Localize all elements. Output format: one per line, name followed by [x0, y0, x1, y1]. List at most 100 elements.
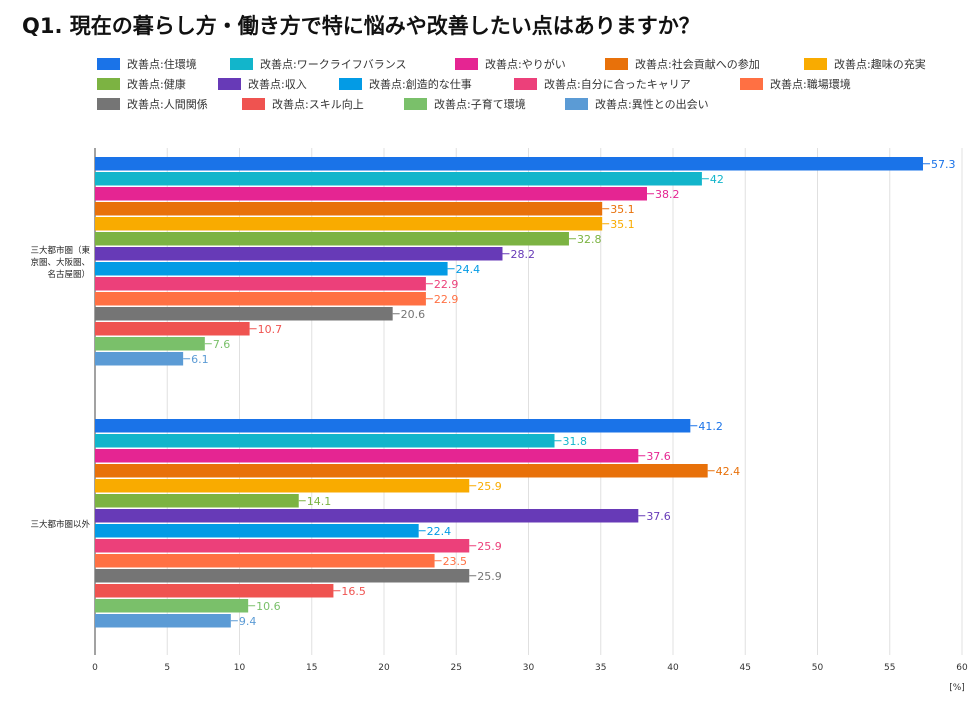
bar [95, 479, 470, 493]
legend-label: 改善点:ワークライフバランス [260, 57, 407, 71]
legend-swatch [565, 98, 588, 110]
legend-label: 改善点:創造的な仕事 [369, 77, 472, 91]
x-unit-label: [%] [949, 683, 965, 693]
data-label: 9.4 [239, 615, 257, 628]
data-label: 38.2 [655, 188, 680, 201]
legend-swatch [339, 78, 362, 90]
bar [95, 247, 503, 261]
data-label: 6.1 [191, 353, 209, 366]
data-label: 10.6 [256, 600, 281, 613]
bar [95, 449, 639, 463]
legend-swatch [804, 58, 827, 70]
bar [95, 217, 603, 231]
x-tick-label: 50 [812, 663, 824, 673]
legend-label: 改善点:職場環境 [770, 77, 851, 91]
legend-label: 改善点:子育て環境 [434, 97, 526, 111]
data-label: 42.4 [716, 465, 741, 478]
bar [95, 584, 334, 598]
data-label: 14.1 [307, 495, 332, 508]
chart-title: Q1. 現在の暮らし方・働き方で特に悩みや改善したい点はありますか？ [22, 14, 700, 38]
bar [95, 172, 702, 186]
bar [95, 569, 470, 583]
data-label: 24.4 [456, 263, 481, 276]
data-label: 25.9 [477, 480, 502, 493]
legend-label: 改善点:収入 [248, 77, 307, 91]
x-tick-label: 10 [234, 663, 246, 673]
data-label: 42 [710, 173, 724, 186]
legend-swatch [455, 58, 478, 70]
x-tick-label: 25 [451, 663, 462, 673]
legend-swatch [242, 98, 265, 110]
x-tick-label: 20 [378, 663, 390, 673]
bar [95, 157, 923, 171]
legend-label: 改善点:やりがい [485, 57, 566, 71]
x-tick-label: 5 [164, 663, 170, 673]
data-label: 20.6 [401, 308, 426, 321]
bar [95, 262, 448, 276]
data-label: 16.5 [341, 585, 366, 598]
data-label: 10.7 [258, 323, 283, 336]
data-label: 57.3 [931, 158, 956, 171]
legend-swatch [230, 58, 253, 70]
data-label: 37.6 [646, 510, 671, 523]
data-label: 41.2 [698, 420, 723, 433]
data-label: 25.9 [477, 570, 502, 583]
bar [95, 554, 435, 568]
bar [95, 539, 470, 553]
data-label: 35.1 [610, 218, 635, 231]
x-tick-label: 60 [956, 663, 968, 673]
bar [95, 464, 708, 478]
data-label: 32.8 [577, 233, 602, 246]
data-label: 23.5 [443, 555, 468, 568]
legend-label: 改善点:社会貢献への参加 [635, 57, 760, 71]
data-label: 22.9 [434, 293, 459, 306]
legend-label: 改善点:スキル向上 [272, 97, 364, 111]
bar [95, 232, 569, 246]
data-label: 35.1 [610, 203, 635, 216]
data-label: 31.8 [563, 435, 588, 448]
bar [95, 292, 426, 306]
bar [95, 434, 555, 448]
bar [95, 614, 231, 628]
bar [95, 277, 426, 291]
data-label: 7.6 [213, 338, 231, 351]
x-tick-label: 30 [523, 663, 535, 673]
legend-swatch [97, 58, 120, 70]
bar [95, 187, 647, 201]
bar [95, 494, 299, 508]
x-tick-label: 55 [884, 663, 895, 673]
x-tick-label: 0 [92, 663, 98, 673]
bar [95, 337, 205, 351]
category-label: 三大都市圏以外 [30, 519, 90, 530]
data-label: 22.4 [427, 525, 452, 538]
category-label: 京圏、大阪圏、 [30, 257, 90, 268]
legend-swatch [514, 78, 537, 90]
data-label: 22.9 [434, 278, 459, 291]
bar [95, 322, 250, 336]
legend-swatch [218, 78, 241, 90]
bar [95, 202, 603, 216]
category-label: 名古屋圏） [47, 269, 90, 280]
legend-label: 改善点:趣味の充実 [834, 57, 926, 71]
legend-swatch [605, 58, 628, 70]
x-tick-label: 45 [740, 663, 751, 673]
x-tick-label: 15 [306, 663, 317, 673]
bar [95, 352, 184, 366]
bar [95, 524, 419, 538]
bar [95, 419, 691, 433]
legend-label: 改善点:異性との出会い [595, 97, 709, 111]
bar [95, 509, 639, 523]
legend-swatch [97, 78, 120, 90]
data-label: 37.6 [646, 450, 671, 463]
legend-label: 改善点:自分に合ったキャリア [544, 77, 691, 91]
legend-label: 改善点:人間関係 [127, 97, 208, 111]
data-label: 28.2 [510, 248, 535, 261]
bar [95, 599, 249, 613]
legend-label: 改善点:住環境 [127, 57, 197, 71]
category-label: 三大都市圏（東 [30, 245, 90, 256]
x-tick-label: 35 [595, 663, 606, 673]
data-label: 25.9 [477, 540, 502, 553]
bar [95, 307, 393, 321]
legend-swatch [97, 98, 120, 110]
